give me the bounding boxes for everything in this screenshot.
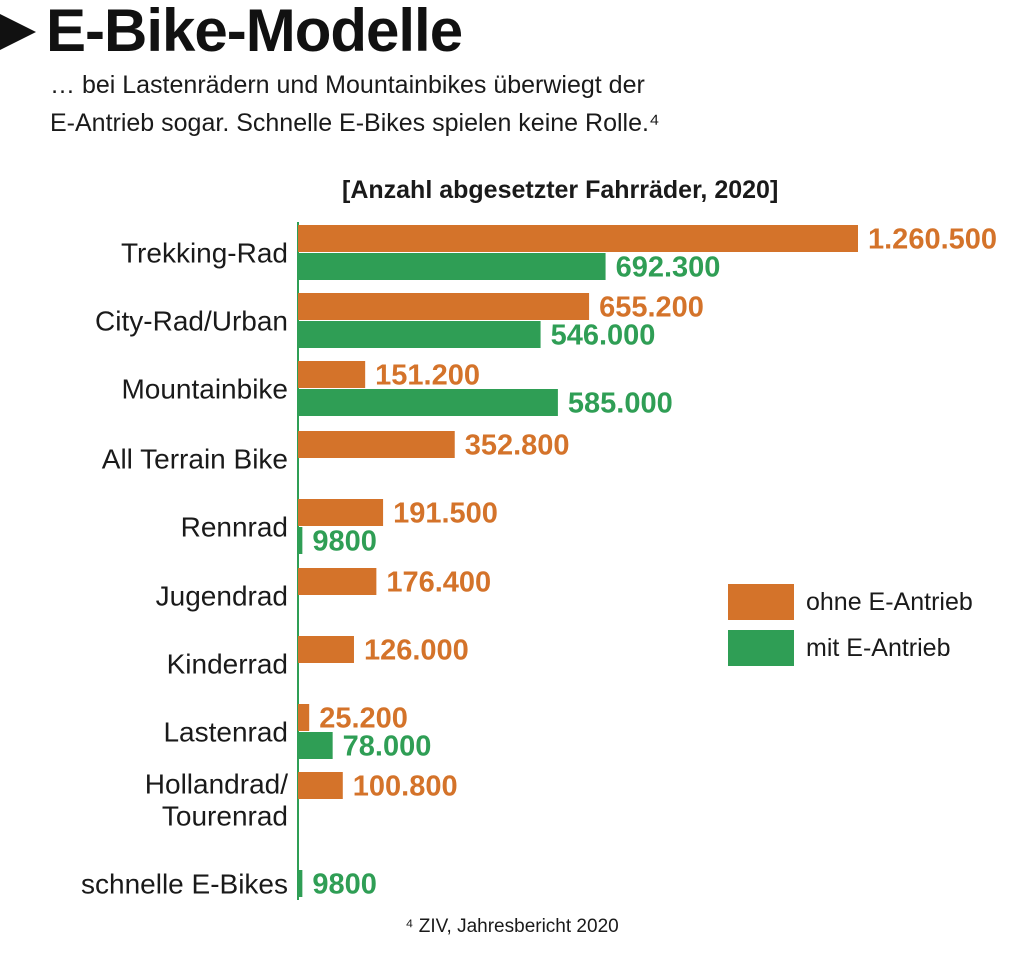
category-label-trekking-rad: Trekking-Rad	[121, 238, 288, 269]
triangle-arrow-icon	[0, 14, 36, 50]
value-label-mit-rennrad: 9800	[312, 526, 377, 558]
value-label-ohne-mountainbike: 151.200	[375, 360, 480, 392]
bar-ohne-jugendrad	[298, 568, 377, 595]
bar-ohne-trekking-rad	[298, 225, 858, 252]
bar-ohne-rennrad	[298, 499, 384, 526]
category-label-rennrad: Rennrad	[181, 512, 288, 543]
category-label-mountainbike: Mountainbike	[121, 374, 288, 405]
category-label-all-terrain-bike: All Terrain Bike	[102, 444, 288, 475]
value-label-ohne-all-terrain-bike: 352.800	[465, 430, 570, 462]
category-label-city-rad-urban: City-Rad/Urban	[95, 306, 288, 337]
legend-item-mit: mit E-Antrieb	[728, 629, 973, 667]
bar-ohne-lastenrad	[298, 704, 310, 731]
legend-label-mit: mit E-Antrieb	[806, 633, 951, 662]
category-label-hollandrad-tourenrad: Hollandrad/Tourenrad	[145, 769, 288, 832]
value-label-mit-mountainbike: 585.000	[568, 388, 673, 420]
bar-ohne-hollandrad-tourenrad	[298, 772, 343, 799]
category-label-lastenrad: Lastenrad	[163, 717, 288, 748]
bar-mit-trekking-rad	[298, 253, 606, 280]
bar-ohne-all-terrain-bike	[298, 431, 455, 458]
value-label-ohne-city-rad-urban: 655.200	[599, 292, 704, 324]
bar-ohne-kinderrad	[298, 636, 354, 663]
subtitle: … bei Lastenrädern und Mountainbikes übe…	[50, 66, 950, 142]
legend-swatch-mit	[728, 630, 794, 666]
value-label-ohne-jugendrad: 176.400	[386, 567, 491, 599]
bar-mit-schnelle-e-bikes	[298, 870, 303, 897]
legend: ohne E-Antrieb mit E-Antrieb	[728, 583, 973, 675]
category-label-kinderrad: Kinderrad	[167, 649, 288, 680]
bar-mit-city-rad-urban	[298, 321, 541, 348]
value-label-ohne-trekking-rad: 1.260.500	[868, 224, 997, 256]
bar-ohne-mountainbike	[298, 361, 366, 388]
value-label-ohne-rennrad: 191.500	[393, 498, 498, 530]
legend-swatch-ohne	[728, 584, 794, 620]
category-label-jugendrad: Jugendrad	[156, 581, 288, 612]
footnote: ⁴ ZIV, Jahresbericht 2020	[405, 916, 619, 937]
value-label-ohne-hollandrad-tourenrad: 100.800	[353, 771, 458, 803]
bar-mit-rennrad	[298, 527, 303, 554]
header: E-Bike-Modelle … bei Lastenrädern und Mo…	[0, 0, 1024, 150]
bar-mit-mountainbike	[298, 389, 558, 416]
subtitle-line-1: … bei Lastenrädern und Mountainbikes übe…	[50, 71, 645, 99]
value-label-mit-lastenrad: 78.000	[343, 731, 432, 763]
category-label-schnelle-e-bikes: schnelle E-Bikes	[81, 869, 288, 900]
bar-ohne-city-rad-urban	[298, 293, 590, 320]
value-label-ohne-lastenrad: 25.200	[319, 703, 408, 735]
page-title: E-Bike-Modelle	[46, 0, 463, 64]
bar-mit-lastenrad	[298, 732, 333, 759]
subtitle-line-2: E-Antrieb sogar. Schnelle E-Bikes spiele…	[50, 109, 660, 137]
legend-label-ohne: ohne E-Antrieb	[806, 587, 973, 616]
value-label-ohne-kinderrad: 126.000	[364, 635, 469, 667]
value-label-mit-schnelle-e-bikes: 9800	[312, 869, 377, 901]
chart-title: [Anzahl abgesetzter Fahrräder, 2020]	[342, 176, 779, 204]
value-label-mit-city-rad-urban: 546.000	[551, 320, 656, 352]
legend-item-ohne: ohne E-Antrieb	[728, 583, 973, 621]
value-label-mit-trekking-rad: 692.300	[616, 252, 721, 284]
